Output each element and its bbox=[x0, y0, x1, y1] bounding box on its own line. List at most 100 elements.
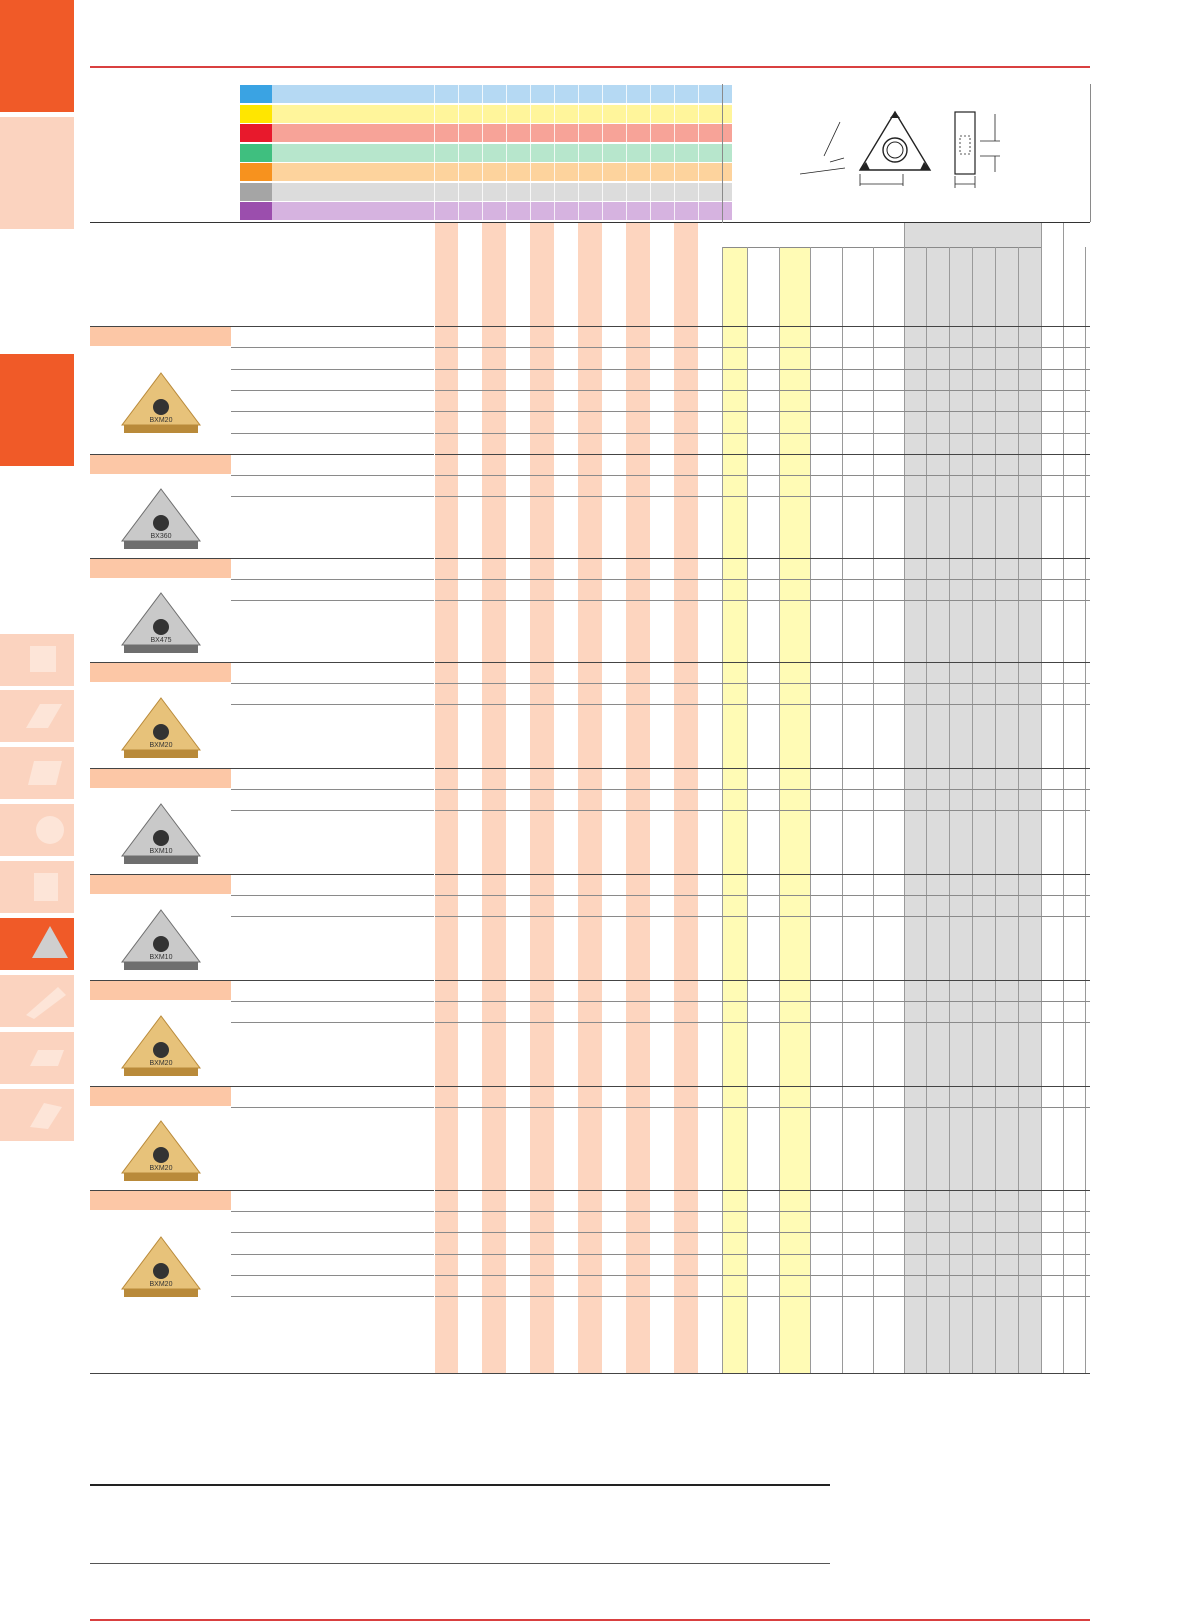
material-band bbox=[240, 202, 732, 220]
stripe-divider bbox=[458, 85, 459, 222]
column-line bbox=[722, 247, 723, 1373]
insert-photo: BXM10 bbox=[121, 908, 201, 970]
triangle-insert-icon bbox=[32, 926, 68, 958]
side-tab-second[interactable] bbox=[0, 117, 74, 229]
row-line bbox=[231, 810, 1090, 812]
parallelogram-insert-icon bbox=[26, 704, 62, 728]
group-header-bar bbox=[90, 557, 231, 578]
side-tab-rhombus-insert[interactable] bbox=[0, 747, 74, 799]
round-insert-icon bbox=[36, 816, 64, 844]
row-line bbox=[231, 1107, 1090, 1109]
material-chip bbox=[240, 163, 272, 181]
side-tab-parallel-insert[interactable] bbox=[0, 1089, 74, 1141]
group-header-bar bbox=[90, 873, 231, 894]
peach-column bbox=[482, 223, 506, 1373]
row-line bbox=[231, 496, 1090, 498]
bottom-rule bbox=[90, 1619, 1090, 1621]
group-header-bar bbox=[90, 1085, 231, 1106]
label-divider bbox=[434, 223, 435, 1373]
group-top-line bbox=[90, 1085, 1090, 1087]
insert-grade-mark: BXM20 bbox=[150, 742, 173, 749]
insert-grade-mark: BXM10 bbox=[150, 848, 173, 855]
note-top-rule bbox=[90, 1484, 830, 1486]
material-chip bbox=[240, 124, 272, 142]
material-chip bbox=[240, 85, 272, 103]
material-band bbox=[240, 143, 732, 162]
material-chip bbox=[240, 182, 272, 201]
side-tab-section-active[interactable] bbox=[0, 354, 74, 466]
header-box-border bbox=[240, 84, 1091, 222]
row-line bbox=[231, 1253, 1090, 1255]
row-line bbox=[231, 579, 1090, 581]
group-header-bar bbox=[90, 453, 231, 474]
material-band bbox=[240, 104, 732, 123]
parallel-insert-icon bbox=[30, 1103, 62, 1129]
group-top-line bbox=[90, 767, 1090, 769]
group-header-bar bbox=[90, 661, 231, 682]
row-line bbox=[231, 475, 1090, 477]
stripe-divider bbox=[674, 85, 675, 222]
group-header-bar bbox=[90, 979, 231, 1000]
trigon-insert-icon bbox=[26, 987, 66, 1019]
table-bottom-line bbox=[90, 1373, 1090, 1374]
column-line bbox=[1041, 247, 1042, 1373]
group-top-line bbox=[90, 661, 1090, 663]
row-line bbox=[231, 1232, 1090, 1234]
side-tab-square-insert[interactable] bbox=[0, 634, 74, 686]
group-top-line bbox=[90, 326, 1090, 327]
column-line bbox=[1018, 247, 1019, 1373]
material-chip bbox=[240, 143, 272, 162]
row-line bbox=[231, 389, 1090, 391]
side-tab-triangle-insert[interactable] bbox=[0, 918, 74, 970]
peach-column bbox=[626, 223, 650, 1373]
stripe-divider bbox=[650, 85, 651, 222]
row-line bbox=[231, 432, 1090, 434]
side-tab-round-insert[interactable] bbox=[0, 804, 74, 856]
material-band bbox=[240, 85, 732, 103]
stripe-divider bbox=[482, 85, 483, 222]
row-line bbox=[231, 916, 1090, 918]
note-bottom-rule bbox=[90, 1563, 830, 1564]
side-tab-diamond-insert[interactable] bbox=[0, 1032, 74, 1084]
row-line bbox=[231, 895, 1090, 897]
stripe-divider bbox=[506, 85, 507, 222]
peach-column bbox=[434, 223, 458, 1373]
insert-photo: BXM20 bbox=[121, 372, 201, 433]
column-line bbox=[1063, 247, 1064, 1373]
row-line bbox=[231, 1275, 1090, 1276]
insert-photo: BX475 bbox=[121, 591, 201, 653]
row-line bbox=[231, 1022, 1090, 1024]
group-top-line bbox=[90, 873, 1090, 875]
insert-grade-mark: BX475 bbox=[150, 637, 171, 644]
insert-photo: BXM20 bbox=[121, 1014, 201, 1076]
insert-photo: BXM20 bbox=[121, 1235, 201, 1297]
row-line bbox=[231, 704, 1090, 706]
insert-geometry-diagram bbox=[800, 110, 1000, 188]
column-line bbox=[904, 223, 905, 248]
column-line bbox=[810, 247, 811, 1373]
insert-grade-mark: BXM20 bbox=[150, 1165, 173, 1172]
column-line bbox=[904, 247, 905, 1373]
stripe-divider bbox=[698, 85, 699, 222]
row-line bbox=[231, 683, 1090, 685]
column-line bbox=[779, 247, 780, 1373]
material-band bbox=[240, 124, 732, 142]
material-band bbox=[240, 182, 732, 201]
row-line bbox=[231, 1211, 1090, 1213]
peach-column bbox=[674, 223, 698, 1373]
insert-grade-mark: BXM20 bbox=[150, 1281, 173, 1288]
row-line bbox=[231, 1001, 1090, 1003]
row-line bbox=[231, 600, 1090, 602]
stripe-divider bbox=[626, 85, 627, 222]
side-tab-top[interactable] bbox=[0, 0, 74, 112]
row-line bbox=[231, 368, 1090, 370]
column-line bbox=[972, 247, 973, 1373]
column-line bbox=[1063, 223, 1064, 248]
group-top-line bbox=[90, 557, 1090, 559]
side-tab-parallelogram-insert[interactable] bbox=[0, 690, 74, 742]
side-tab-trigon-insert[interactable] bbox=[0, 975, 74, 1027]
side-tab-square-hole-insert[interactable] bbox=[0, 861, 74, 913]
stripe-divider bbox=[530, 85, 531, 222]
stripe-divider bbox=[554, 85, 555, 222]
insert-photo: BXM20 bbox=[121, 696, 201, 758]
